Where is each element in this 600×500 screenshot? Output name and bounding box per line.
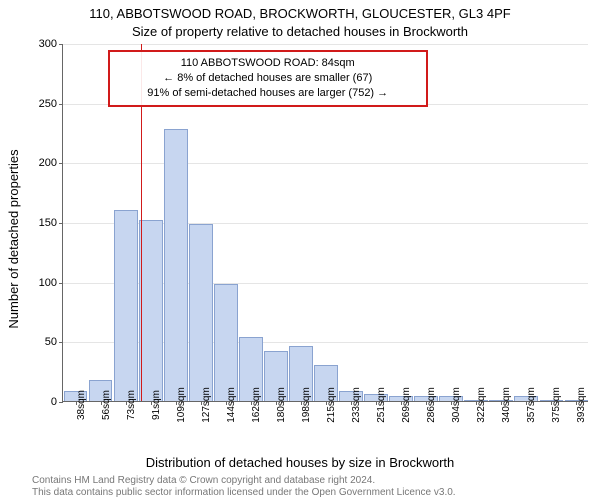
ytick-mark <box>59 223 63 224</box>
xtick-label: 127sqm <box>201 387 212 423</box>
footer-line-1: Contains HM Land Registry data © Crown c… <box>32 475 375 486</box>
ytick-mark <box>59 283 63 284</box>
xtick-label: 109sqm <box>176 387 187 423</box>
xtick-label: 340sqm <box>501 387 512 423</box>
xtick-label: 357sqm <box>526 387 537 423</box>
chart-title-sub: Size of property relative to detached ho… <box>0 24 600 39</box>
ytick-mark <box>59 163 63 164</box>
bar <box>164 129 188 401</box>
xtick-label: 286sqm <box>426 387 437 423</box>
annotation-line: 110 ABBOTSWOOD ROAD: 84sqm <box>118 56 418 71</box>
xtick-label: 144sqm <box>226 387 237 423</box>
ytick-label: 200 <box>39 157 57 169</box>
bar <box>189 224 213 401</box>
annotation-line: 91% of semi-detached houses are larger (… <box>118 86 418 101</box>
ytick-mark <box>59 402 63 403</box>
bar <box>114 210 138 401</box>
xtick-label: 393sqm <box>576 387 587 423</box>
xtick-label: 251sqm <box>376 387 387 423</box>
ytick-label: 100 <box>39 277 57 289</box>
ytick-label: 300 <box>39 38 57 50</box>
ytick-mark <box>59 342 63 343</box>
xtick-label: 233sqm <box>351 387 362 423</box>
annotation-line: ← 8% of detached houses are smaller (67) <box>118 71 418 86</box>
xtick-label: 322sqm <box>476 387 487 423</box>
ytick-mark <box>59 44 63 45</box>
ytick-mark <box>59 104 63 105</box>
xtick-label: 56sqm <box>101 390 112 420</box>
xtick-label: 38sqm <box>76 390 87 420</box>
ytick-label: 250 <box>39 98 57 110</box>
xtick-label: 269sqm <box>401 387 412 423</box>
xtick-label: 304sqm <box>451 387 462 423</box>
footer-line-2: This data contains public sector informa… <box>32 487 456 498</box>
ytick-label: 150 <box>39 217 57 229</box>
ytick-label: 0 <box>51 396 57 408</box>
bar <box>139 220 163 401</box>
xtick-label: 215sqm <box>326 387 337 423</box>
xtick-label: 198sqm <box>301 387 312 423</box>
xtick-label: 162sqm <box>251 387 262 423</box>
y-axis-label: Number of detached properties <box>6 0 20 489</box>
bar <box>214 284 238 401</box>
xtick-label: 91sqm <box>151 390 162 420</box>
xtick-label: 73sqm <box>126 390 137 420</box>
ytick-label: 50 <box>45 336 57 348</box>
xtick-label: 375sqm <box>551 387 562 423</box>
chart-title-main: 110, ABBOTSWOOD ROAD, BROCKWORTH, GLOUCE… <box>0 6 600 21</box>
x-axis-label: Distribution of detached houses by size … <box>0 455 600 470</box>
xtick-label: 180sqm <box>276 387 287 423</box>
annotation-box: 110 ABBOTSWOOD ROAD: 84sqm← 8% of detach… <box>108 50 428 107</box>
chart-plot-area: 05010015020025030038sqm56sqm73sqm91sqm10… <box>62 44 588 402</box>
